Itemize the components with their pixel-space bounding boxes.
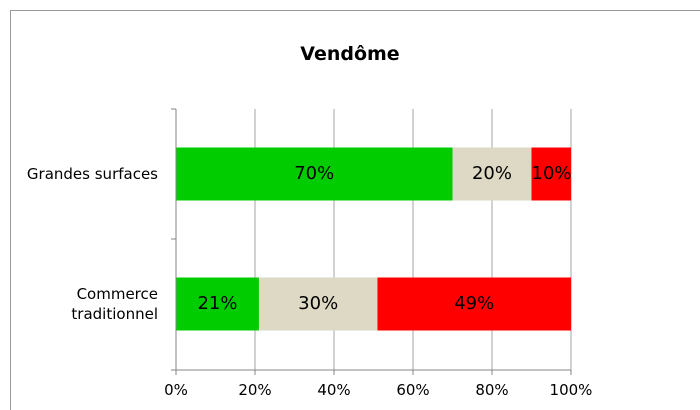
chart-title: Vendôme (300, 43, 400, 65)
x-tick-label: 40% (317, 381, 351, 399)
bar-segment (176, 147, 453, 201)
bar-segment (377, 277, 571, 331)
x-tick-label: 0% (164, 381, 188, 399)
data-label: 21% (197, 293, 238, 314)
category-label-line: Commerce (76, 285, 158, 303)
x-tick-label: 100% (549, 381, 593, 399)
chart-frame (10, 10, 700, 410)
chart-plot-area (171, 108, 572, 375)
x-tick-label: 20% (238, 381, 272, 399)
data-label: 49% (454, 293, 495, 314)
bar-segment (258, 277, 378, 331)
bar-segment (452, 147, 532, 201)
category-label: Commerce traditionnel (71, 284, 158, 324)
bar-segment (531, 147, 571, 201)
category-label-line: Grandes surfaces (26, 165, 158, 183)
data-label: 10% (531, 163, 572, 184)
category-label: Grandes surfaces (27, 164, 158, 184)
x-tick-label: 60% (396, 381, 430, 399)
data-label: 20% (471, 163, 512, 184)
category-label-line: traditionnel (71, 305, 158, 323)
x-tick-label: 80% (475, 381, 509, 399)
data-label: 70% (294, 163, 335, 184)
data-label: 30% (298, 293, 339, 314)
bar-segment (176, 277, 259, 331)
